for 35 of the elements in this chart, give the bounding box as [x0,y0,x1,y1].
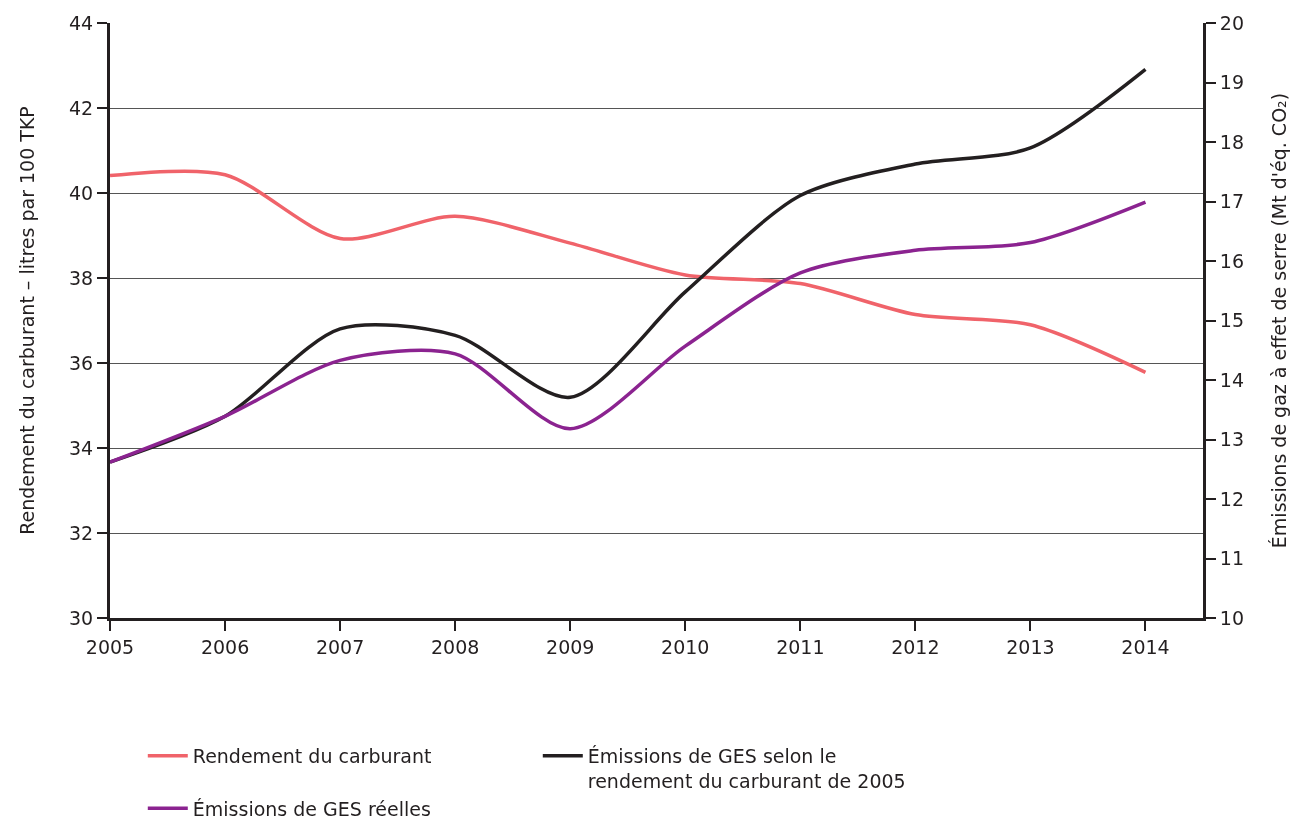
y2-tick-label: 11 [1219,547,1244,570]
y-tick-label: 42 [69,96,94,119]
x-tick-label: 2007 [315,635,365,658]
y2-tick-label: 19 [1219,71,1244,94]
x-tick-label: 2012 [891,635,940,658]
x-tick-label: 2006 [200,635,250,658]
y-axis-title: Rendement du carburant – litres par 100 TKP [15,106,38,535]
y-tick-label: 36 [69,351,94,374]
legend-label: Émissions de GES selon le rendement du carburant de 2005 [587,745,906,792]
y2-tick-label: 17 [1219,190,1244,213]
x-tick-label: 2010 [661,635,710,658]
y-tick-label: 44 [69,11,94,34]
y2-tick-label: 13 [1219,428,1244,451]
y2-tick-label: 10 [1219,606,1244,629]
x-tick-label: 2009 [546,635,595,658]
y2-tick-label: 16 [1219,249,1244,272]
y2-tick-label: 12 [1219,487,1244,510]
y2-tick-label: 20 [1219,11,1244,34]
line-series [110,200,1148,464]
y-tick-label: 32 [69,521,94,544]
x-tick-label: 2008 [430,635,480,658]
x-tick-label: 2014 [1121,635,1170,658]
y-tick-label: 40 [69,181,94,204]
legend-label: Rendement du carburant [192,745,432,768]
y-tick-label: 38 [69,266,94,289]
y2-tick-label: 14 [1219,368,1244,391]
y-tick-label: 34 [69,436,94,459]
x-tick-label: 2013 [1006,635,1055,658]
y-tick-label: 30 [69,606,94,629]
legend-label: Émissions de GES réelles [192,797,431,820]
y2-tick-label: 15 [1219,309,1244,332]
x-tick-label: 2011 [776,635,825,658]
y2-tick-label: 18 [1219,130,1244,153]
x-tick-label: 2005 [85,635,135,658]
y2-axis-title: Émissions de gaz à effet de serre (Mt d'éq. CO₂) [1267,92,1290,549]
